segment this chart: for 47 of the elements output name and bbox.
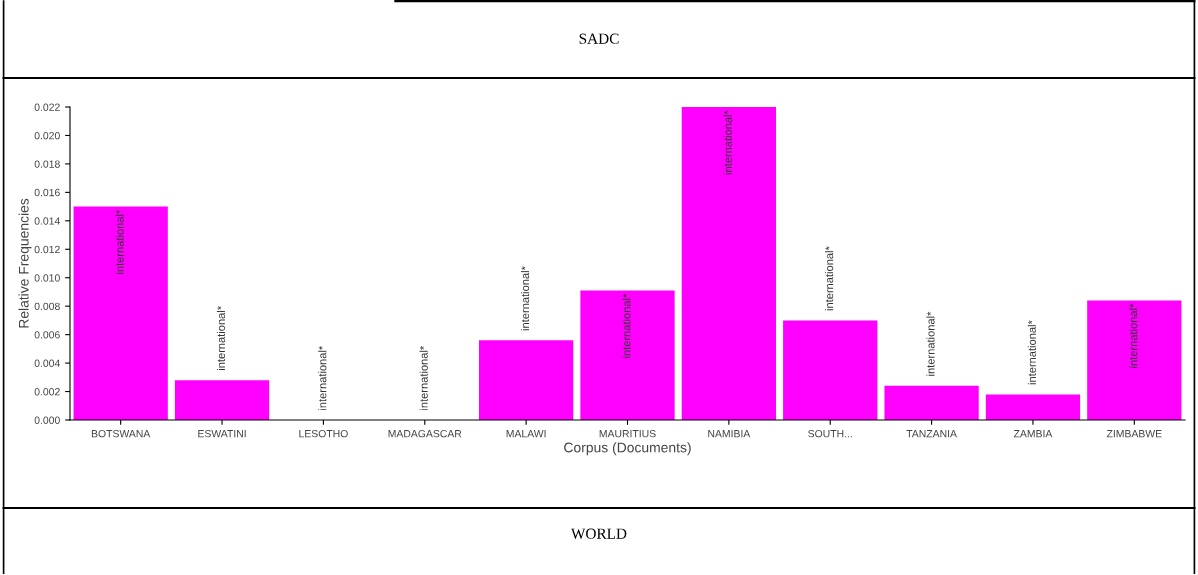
y-tick-label: 0.018 (34, 160, 60, 168)
data-label: international* (1129, 303, 1138, 368)
data-label: international* (419, 345, 428, 410)
x-tick-label: ZAMBIA (1013, 430, 1053, 438)
x-tick-label: NAMIBIA (708, 430, 751, 438)
bar (73, 206, 168, 420)
bar (985, 394, 1081, 420)
bar (580, 290, 675, 420)
y-tick-label: 0.006 (34, 331, 60, 339)
y-tick-label: 0.010 (34, 274, 60, 282)
y-tick-label: 0.014 (34, 217, 60, 225)
data-label: international* (1027, 320, 1036, 385)
x-tick-label: TANZANIA (906, 430, 957, 438)
bar (681, 107, 776, 420)
x-tick-label: LESOTHO (299, 430, 348, 438)
y-tick-label: 0.012 (34, 245, 60, 254)
y-tick-label: 0.020 (34, 131, 60, 140)
bar (884, 385, 979, 420)
y-tick-label: 0.016 (34, 188, 60, 197)
x-tick-label: MAURITIUS (599, 430, 656, 438)
x-tick-label: MADAGASCAR (388, 430, 462, 438)
bar (174, 380, 270, 420)
data-label: international* (622, 293, 631, 358)
data-label: international* (926, 311, 935, 376)
bar (783, 320, 878, 420)
y-tick-label: 0.008 (34, 302, 60, 311)
x-tick-label: BOTSWANA (91, 430, 151, 438)
y-tick-label: 0.022 (34, 103, 60, 111)
chart-title: SADC (579, 33, 619, 44)
x-tick-label: ZIMBABWE (1106, 430, 1162, 438)
data-label: international* (318, 345, 327, 410)
bar (479, 340, 574, 420)
x-tick-label: ESWATINI (198, 430, 246, 438)
data-label: international* (723, 110, 732, 175)
data-label: international* (825, 246, 834, 311)
y-tick-label: 0.002 (34, 388, 60, 396)
data-label: international* (520, 266, 530, 331)
bar (1087, 300, 1182, 420)
x-tick-label: MALAWI (506, 430, 546, 438)
text: WORLD (571, 528, 627, 539)
y-axis-title: Relative Frequencies (18, 198, 32, 328)
y-tick-label: 0.004 (34, 359, 60, 367)
y-tick-label: 0.000 (34, 416, 60, 424)
x-axis-title: Corpus (Documents) (564, 442, 691, 456)
x-tick-label: SOUTH... (808, 430, 852, 438)
data-label: international* (216, 306, 226, 371)
data-label: international* (115, 209, 124, 274)
